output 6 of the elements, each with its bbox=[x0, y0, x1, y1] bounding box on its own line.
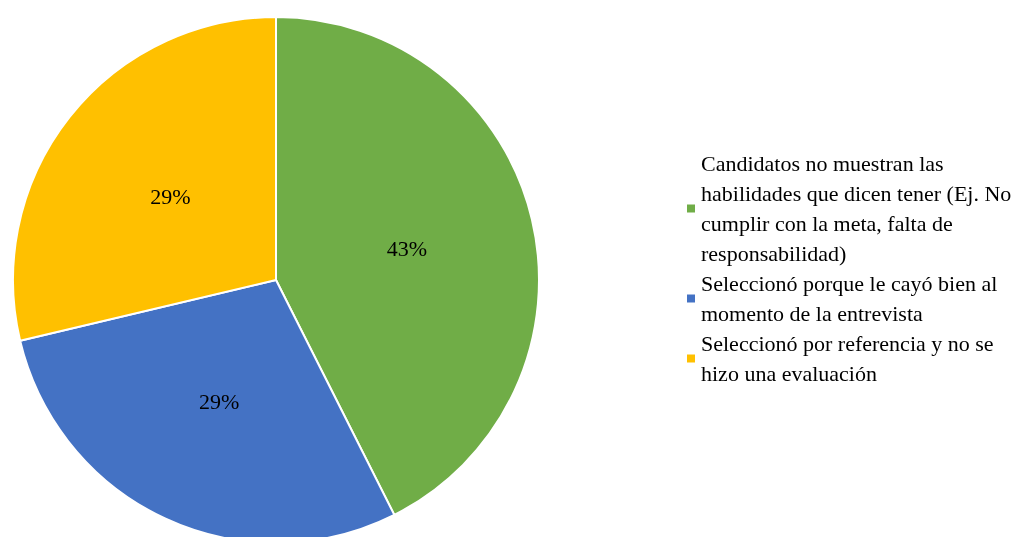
legend-label: Candidatos no muestran las habilidades que dicen tener (Ej. No cumplir con la meta, falta de responsabilidad) bbox=[701, 151, 1017, 266]
data-label: 29% bbox=[199, 389, 240, 415]
legend-label: Seleccionó por referencia y no se hizo una evaluación bbox=[701, 331, 1000, 386]
data-label: 29% bbox=[150, 184, 191, 210]
data-label: 43% bbox=[386, 236, 428, 262]
legend-label: Seleccionó porque le cayó bien al momento de la entrevista bbox=[701, 271, 1003, 326]
